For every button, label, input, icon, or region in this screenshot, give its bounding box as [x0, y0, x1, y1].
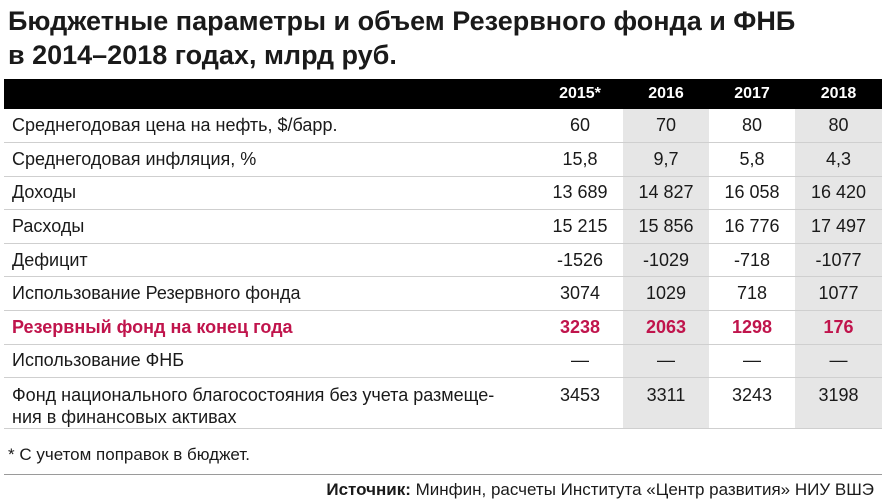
cell-value: 3198 — [795, 377, 882, 430]
cell-value: 1077 — [795, 276, 882, 312]
cell-value: 1298 — [709, 310, 795, 345]
source-text: Минфин, расчеты Института «Центр развити… — [410, 480, 874, 499]
cell-value: 17 497 — [795, 209, 882, 244]
footnote: * С учетом поправок в бюджет. — [8, 445, 250, 464]
row-label: Расходы — [4, 209, 537, 244]
row-label: Дефицит — [4, 243, 537, 278]
table-row: Среднегодовая цена на нефть, $/барр. 60 … — [4, 109, 882, 144]
header-year: 2017 — [734, 85, 770, 102]
cell-value: 80 — [795, 109, 882, 144]
source-label: Источник: — [326, 480, 411, 499]
cell-value: 3074 — [537, 276, 623, 312]
header-year: 2018 — [820, 85, 857, 102]
cell-value: 13 689 — [537, 176, 623, 211]
cell-value: — — [709, 344, 795, 379]
cell-value: 176 — [795, 310, 882, 345]
table-row: Дефицит -1526 -1029 -718 -1077 — [4, 243, 882, 278]
row-label: Фонд национального благосостояния без уч… — [4, 377, 537, 430]
row-label: Доходы — [4, 176, 537, 211]
table-title: Бюджетные параметры и объем Резервного ф… — [8, 4, 878, 72]
title-line-1: Бюджетные параметры и объем Резервного ф… — [8, 6, 796, 36]
cell-value: 16 058 — [709, 176, 795, 211]
title-line-2: в 2014–2018 годах, млрд руб. — [8, 40, 397, 70]
cell-value: 15 215 — [537, 209, 623, 244]
cell-value: 1029 — [623, 276, 709, 312]
row-label-line: Фонд национального благосостояния без уч… — [12, 385, 495, 406]
cell-value: — — [537, 344, 623, 379]
cell-value: — — [795, 344, 882, 379]
header-empty — [4, 79, 537, 109]
source-divider — [4, 474, 882, 475]
cell-value: -1526 — [537, 243, 623, 278]
row-label: Среднегодовая инфляция, % — [4, 142, 537, 177]
cell-value: 5,8 — [709, 142, 795, 177]
cell-value: 70 — [623, 109, 709, 144]
header-year: 2016 — [648, 85, 684, 102]
row-label: Использование Резервного фонда — [4, 276, 537, 312]
cell-value: 60 — [537, 109, 623, 144]
cell-value: -1077 — [795, 243, 882, 278]
header-year: 2015* — [559, 85, 601, 102]
row-label: Резервный фонд на конец года — [4, 310, 537, 345]
cell-value: -1029 — [623, 243, 709, 278]
cell-value: 3238 — [537, 310, 623, 345]
source-note: Источник: Минфин, расчеты Института «Цен… — [326, 480, 874, 500]
table-row: Использование Резервного фонда 3074 1029… — [4, 276, 882, 312]
cell-value: 15 856 — [623, 209, 709, 244]
cell-value: -718 — [709, 243, 795, 278]
table-row: Расходы 15 215 15 856 16 776 17 497 — [4, 209, 882, 244]
table-row: Использование ФНБ — — — — — [4, 344, 882, 379]
cell-value: 80 — [709, 109, 795, 144]
cell-value: 2063 — [623, 310, 709, 345]
cell-value: 4,3 — [795, 142, 882, 177]
table-row: Фонд национального благосостояния без уч… — [4, 377, 882, 430]
row-label-line: ния в финансовых активах — [12, 407, 237, 428]
cell-value: — — [623, 344, 709, 379]
table-row: Доходы 13 689 14 827 16 058 16 420 — [4, 176, 882, 211]
cell-value: 14 827 — [623, 176, 709, 211]
table-row-highlighted: Резервный фонд на конец года 3238 2063 1… — [4, 310, 882, 345]
cell-value: 16 776 — [709, 209, 795, 244]
table-row: Среднегодовая инфляция, % 15,8 9,7 5,8 4… — [4, 142, 882, 177]
row-label: Среднегодовая цена на нефть, $/барр. — [4, 109, 537, 144]
cell-value: 15,8 — [537, 142, 623, 177]
cell-value: 16 420 — [795, 176, 882, 211]
header-row: 2015* 2016 2017 2018 — [4, 79, 882, 109]
row-label: Использование ФНБ — [4, 344, 537, 379]
cell-value: 718 — [709, 276, 795, 312]
cell-value: 3311 — [623, 377, 709, 430]
cell-value: 3453 — [537, 377, 623, 430]
cell-value: 9,7 — [623, 142, 709, 177]
budget-table: 2015* 2016 2017 2018 Среднегодовая цена … — [4, 79, 882, 430]
cell-value: 3243 — [709, 377, 795, 430]
